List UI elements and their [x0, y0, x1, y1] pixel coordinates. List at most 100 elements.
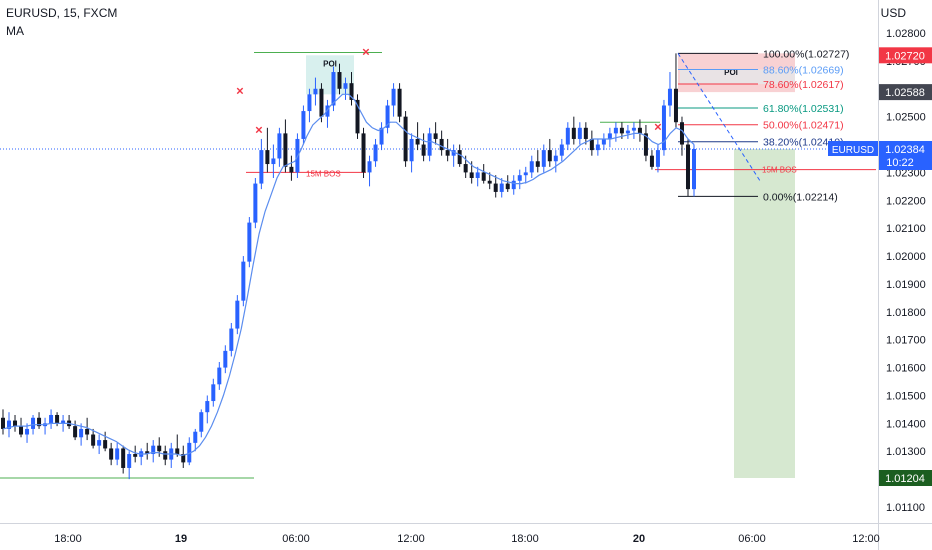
candle-body [19, 426, 24, 435]
candle-body [127, 454, 132, 468]
symbol-title[interactable]: EURUSD, 15, FXCM [6, 6, 118, 20]
candle-body [487, 180, 492, 184]
candle-body [457, 150, 462, 165]
y-tick-label: 1.02800 [886, 28, 926, 40]
x-tick-label: 12:00 [852, 533, 880, 545]
x-tick-label: 06:00 [282, 533, 310, 545]
fib-level-label: 0.00%(1.02214) [763, 191, 838, 203]
x-tick-label: 19 [175, 533, 187, 545]
y-tick-label: 1.01400 [886, 418, 926, 430]
candle-body [247, 222, 252, 262]
candle-body [283, 133, 288, 167]
candle-body [265, 150, 270, 165]
candle-body [1, 417, 5, 429]
candle-body [692, 148, 696, 190]
y-tick-label: 1.02200 [886, 195, 926, 207]
candle-body [307, 94, 312, 112]
candle-body [637, 127, 642, 134]
candle-body [163, 451, 168, 460]
candle-body [223, 350, 228, 368]
current-price-label: 1.02384 [885, 144, 925, 156]
candle-body [325, 105, 330, 117]
x-tick-label: 06:00 [738, 533, 766, 545]
candle-body [667, 88, 672, 106]
candle-body [499, 183, 504, 192]
candle-body [655, 150, 660, 167]
candle-body [157, 445, 162, 452]
candle-body [367, 161, 372, 173]
fib-level-label: 50.00%(1.02471) [763, 120, 844, 132]
candle-body [439, 138, 444, 151]
candle-body [109, 448, 114, 460]
candle-body [31, 417, 36, 429]
candle-body [97, 440, 102, 446]
candle-body [679, 122, 684, 145]
candle-body [235, 300, 240, 329]
price-axis-tag [879, 470, 932, 487]
candle-body [529, 161, 534, 173]
candle-body [373, 144, 378, 162]
poi-label: POI [724, 68, 738, 77]
candle-body [217, 367, 222, 385]
candle-body [649, 155, 654, 167]
candle-body [193, 431, 198, 443]
candle-body [427, 133, 432, 156]
y-tick-label: 1.01900 [886, 279, 926, 291]
candle-body [595, 144, 600, 151]
countdown-label: 10:22 [886, 157, 914, 169]
candle-body [211, 384, 216, 402]
candle-body [517, 175, 522, 181]
candle-body [61, 420, 66, 424]
indicator-ma-label[interactable]: MA [6, 24, 24, 38]
candle-body [85, 428, 90, 435]
candle-body [361, 133, 366, 173]
candle-body [319, 88, 324, 117]
bos-label: 15M BOS [306, 169, 341, 178]
y-tick-label: 1.01600 [886, 363, 926, 375]
candle-body [535, 161, 540, 167]
candle-body [511, 180, 516, 190]
y-tick-label: 1.01100 [886, 502, 925, 514]
candle-body [337, 72, 342, 89]
current-price-tag[interactable] [879, 140, 932, 170]
candle-body [277, 133, 282, 159]
candle-body [469, 172, 474, 178]
candle-body [403, 116, 408, 162]
candle-body [451, 150, 456, 156]
candle-body [55, 414, 60, 424]
symbol-tag [828, 140, 878, 156]
candle-body [289, 166, 294, 173]
x-tick-label: 18:00 [54, 533, 82, 545]
fib-level-label: 88.60%(1.02669) [763, 65, 844, 77]
candle-body [607, 133, 612, 139]
x-tick-label: 18:00 [511, 533, 539, 545]
moving-average-line [2, 93, 695, 457]
candle-body [37, 417, 42, 427]
candle-body [151, 445, 156, 455]
poi-label: POI [323, 59, 337, 68]
candle-body [73, 426, 78, 438]
candle-body [349, 83, 354, 100]
candle-body [121, 448, 126, 468]
candle-body [355, 99, 360, 134]
y-tick-label: 1.02000 [886, 251, 926, 263]
candle-body [601, 138, 606, 145]
price-axis-tag-label: 1.02588 [885, 87, 925, 99]
y-tick-label: 1.01700 [886, 335, 926, 347]
candle-body [331, 72, 336, 106]
symbol-tag-label: EURUSD [832, 145, 874, 156]
candle-body [493, 183, 498, 192]
candle-body [631, 127, 636, 131]
fib-level-label: 61.80%(1.02531) [763, 103, 844, 115]
bos-label: 15M BOS [762, 166, 797, 175]
candle-body [409, 138, 414, 162]
candle-body [253, 183, 258, 223]
candle-body [13, 420, 18, 427]
candle-body [661, 105, 666, 151]
candle-body [145, 451, 150, 455]
candle-body [229, 328, 234, 351]
candle-body [553, 155, 558, 162]
y-tick-label: 1.01800 [886, 307, 926, 319]
y-tick-label: 1.02500 [886, 112, 926, 124]
